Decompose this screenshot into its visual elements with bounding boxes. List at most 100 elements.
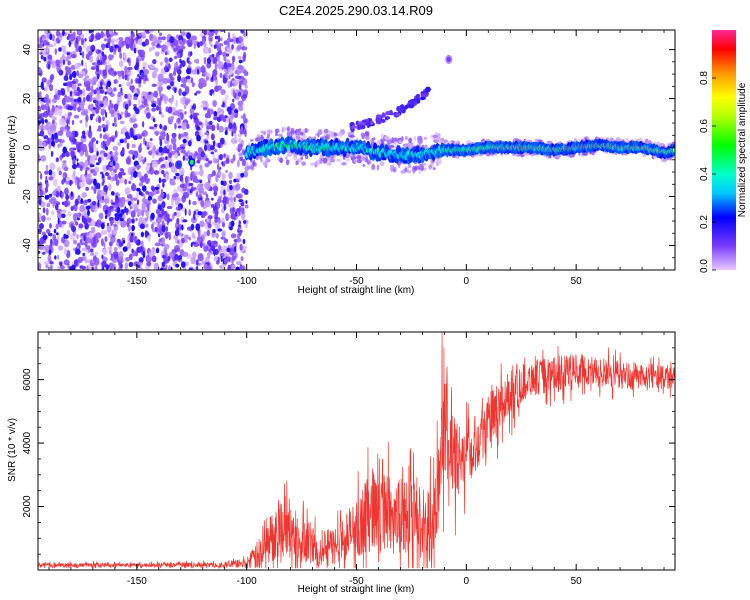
heatmap-cell: [177, 255, 183, 261]
heatmap-cell: [400, 137, 404, 142]
heatmap-cell: [55, 59, 61, 64]
heatmap-cell: [98, 61, 103, 65]
heatmap-cell: [212, 100, 217, 108]
heatmap-cell: [108, 241, 113, 247]
heatmap-cell: [210, 43, 214, 48]
heatmap-cell: [72, 31, 76, 38]
heatmap-cell: [207, 173, 212, 181]
heatmap-cell: [110, 191, 115, 196]
heatmap-cell: [113, 247, 118, 252]
heatmap-cell: [217, 198, 222, 204]
heatmap-cell: [116, 238, 121, 243]
heatmap-cell: [46, 217, 52, 221]
heatmap-cell: [133, 103, 137, 107]
heatmap-cell: [436, 158, 441, 165]
heatmap-cell: [238, 220, 242, 226]
heatmap-cell: [228, 179, 233, 185]
heatmap-cell: [61, 152, 66, 158]
heatmap-cell: [145, 209, 148, 216]
heatmap-cell: [44, 170, 50, 175]
colorbar-tick-label: 0.0: [699, 259, 710, 273]
heatmap-cell: [153, 123, 158, 128]
heatmap-cell: [129, 85, 135, 91]
heatmap-cell: [218, 166, 222, 170]
heatmap-cell: [117, 46, 122, 53]
heatmap-cell: [160, 136, 166, 140]
heatmap-cell: [60, 88, 65, 92]
heatmap-cell: [54, 203, 59, 211]
heatmap-cell: [71, 80, 76, 84]
heatmap-cell: [117, 93, 121, 98]
heatmap-cell: [191, 251, 197, 258]
heatmap-cell: [365, 118, 370, 123]
heatmap-cell: [147, 191, 154, 197]
heatmap-cell: [384, 135, 390, 141]
heatmap-cell: [229, 201, 235, 209]
heatmap-cell: [177, 113, 181, 118]
heatmap-cell: [159, 123, 163, 129]
heatmap-cell: [118, 60, 124, 68]
heatmap-cell: [227, 63, 232, 68]
heatmap-cell: [278, 133, 283, 137]
heatmap-cell: [454, 155, 460, 159]
heatmap-cell: [241, 265, 246, 270]
heatmap-cell: [69, 73, 73, 81]
heatmap-cell: [305, 155, 309, 160]
heatmap-cell: [49, 265, 53, 270]
heatmap-cell: [135, 239, 141, 246]
heatmap-cell: [154, 186, 160, 191]
heatmap-cell: [381, 112, 386, 118]
heatmap-cell: [209, 186, 213, 192]
heatmap-cell: [164, 243, 170, 250]
heatmap-cell: [233, 239, 238, 243]
heatmap-cell: [65, 151, 70, 158]
heatmap-cell: [38, 196, 42, 200]
heatmap-cell: [135, 217, 138, 222]
heatmap-cell: [167, 255, 171, 262]
heatmap-cell: [87, 198, 92, 203]
heatmap-cell: [113, 253, 119, 259]
heatmap-cell: [196, 41, 201, 48]
heatmap-cell: [389, 164, 395, 168]
heatmap-cell: [160, 61, 163, 66]
heatmap-cell: [155, 150, 159, 156]
heatmap-cell: [127, 58, 130, 63]
heatmap-cell: [78, 223, 84, 229]
heatmap-cell: [224, 130, 228, 136]
heatmap-cell: [216, 45, 222, 52]
heatmap-cell: [103, 198, 110, 204]
heatmap-cell: [158, 177, 162, 184]
heatmap-cell: [128, 261, 134, 268]
heatmap-cell: [77, 256, 83, 264]
heatmap-cell: [97, 199, 100, 208]
heatmap-cell: [87, 209, 90, 216]
heatmap-cell: [118, 39, 125, 48]
heatmap-cell: [38, 213, 42, 218]
heatmap-cell: [148, 47, 152, 52]
heatmap-cell: [117, 141, 122, 147]
heatmap-cell: [274, 128, 280, 134]
heatmap-cell: [126, 66, 133, 71]
heatmap-cell: [90, 44, 96, 52]
heatmap-cell: [74, 130, 78, 138]
heatmap-cell: [416, 135, 423, 141]
heatmap-cell: [105, 84, 108, 90]
heatmap-cell: [180, 97, 186, 104]
heatmap-cell: [412, 100, 418, 106]
heatmap-cell: [96, 150, 99, 157]
y-tick-label: -40: [22, 238, 33, 253]
heatmap-cell: [124, 187, 131, 196]
heatmap-cell: [192, 213, 196, 221]
heatmap-cell: [113, 223, 118, 228]
heatmap-cell: [120, 196, 126, 205]
heatmap-cell: [44, 245, 50, 249]
heatmap-cell: [52, 98, 57, 104]
heatmap-cell: [105, 30, 110, 36]
heatmap-cell: [196, 159, 201, 164]
heatmap-cell: [99, 171, 104, 175]
heatmap-cell: [392, 137, 398, 142]
heatmap-cell: [54, 255, 57, 260]
heatmap-cell: [198, 197, 203, 201]
heatmap-cell: [136, 187, 141, 192]
heatmap-cell: [122, 239, 126, 244]
